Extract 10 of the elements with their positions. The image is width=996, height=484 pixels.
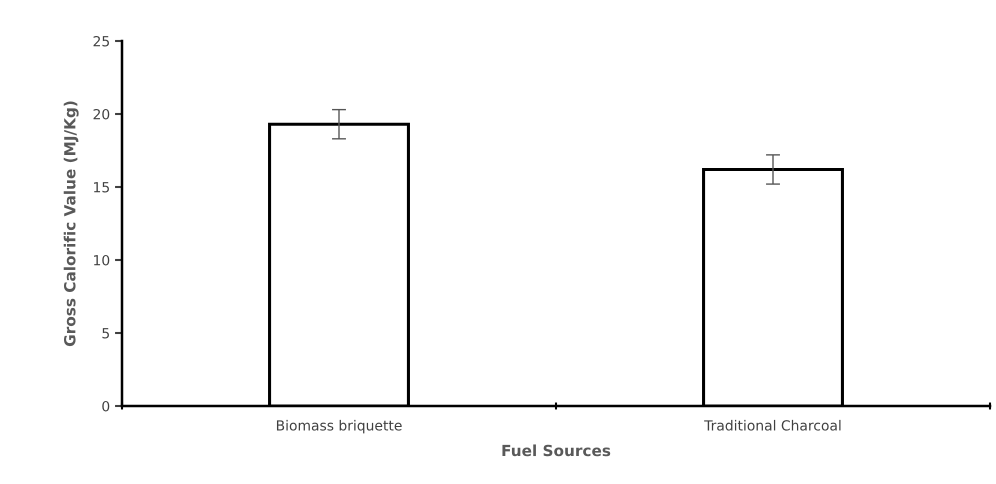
y-tick-label: 5 [102,328,109,338]
x-axis-title: Fuel Sources [502,444,610,456]
x-tick-label: Biomass briquette [276,420,402,434]
y-tick-label: 25 [94,36,109,46]
y-tick-label: 15 [94,182,109,192]
y-axis-title: Gross Calorific Value (MJ/Kg) [64,101,79,346]
x-tick-label: Traditional Charcoal [704,420,841,431]
y-tick-label: 0 [102,400,110,412]
y-tick-label: 10 [94,254,110,266]
y-tick-label: 20 [94,108,110,120]
